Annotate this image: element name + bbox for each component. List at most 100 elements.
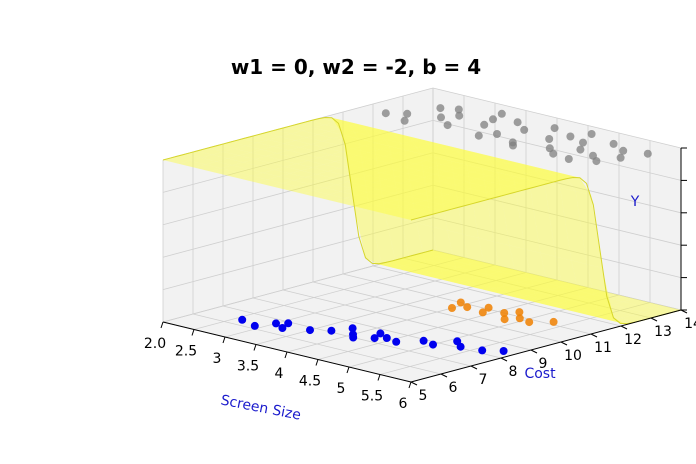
grid-z-back — [432, 217, 682, 278]
surface-patch — [209, 168, 237, 175]
surface-patch — [205, 161, 232, 169]
surface-patch — [412, 177, 439, 184]
surface-patch — [499, 169, 527, 177]
surface-patch — [301, 167, 328, 175]
surface-patch — [303, 151, 331, 158]
surface-patch — [417, 144, 445, 151]
surface-patch — [247, 166, 275, 173]
point-class-1 — [643, 149, 652, 158]
grid-x-floor — [348, 294, 620, 368]
surface-patch — [403, 262, 431, 270]
surface-patch — [375, 202, 403, 210]
surface-patch — [399, 157, 427, 164]
surface-patch — [498, 172, 525, 250]
surface-patch — [464, 155, 491, 163]
point-class-0 — [348, 324, 357, 333]
surface-patch — [468, 162, 496, 169]
surface-patch — [448, 152, 476, 159]
surface-patch — [423, 174, 451, 181]
point-class-1 — [474, 131, 483, 140]
surface-patch — [320, 178, 348, 185]
surface-patch — [447, 191, 475, 199]
surface-patch — [469, 284, 497, 291]
grid-z-left — [162, 217, 434, 290]
surface-patch — [502, 159, 529, 180]
projection-point — [515, 314, 524, 323]
point-class-1 — [489, 115, 497, 124]
surface-patch — [329, 128, 356, 136]
surface-patch — [438, 276, 466, 283]
surface-patch — [220, 165, 248, 172]
surface-patch — [347, 178, 375, 186]
grid-z-back — [432, 249, 682, 311]
surface-patch — [295, 137, 322, 145]
surface-patch — [569, 297, 597, 304]
surface-patch — [485, 288, 512, 294]
surface-patch — [375, 139, 403, 147]
surface-patch — [571, 260, 598, 314]
grid-y-floor — [402, 257, 652, 319]
surface-patch — [538, 289, 566, 297]
surface-patch — [367, 129, 394, 134]
surface-patch — [358, 175, 386, 183]
surface-patch — [554, 293, 581, 301]
grid-z-back — [432, 152, 682, 214]
surface-patch — [329, 191, 356, 199]
x-tick-mark — [408, 381, 412, 389]
surface-patch — [401, 180, 428, 187]
surface-patch — [468, 261, 495, 268]
point-class-0 — [306, 326, 314, 335]
surface-patch — [364, 142, 391, 150]
surface-patch — [506, 162, 534, 167]
grid-x-floor — [224, 264, 496, 338]
point-class-1 — [564, 155, 573, 163]
surface-patch — [526, 170, 553, 178]
surface-patch — [391, 206, 418, 214]
surface-patch — [503, 176, 531, 184]
surface-patch — [515, 173, 542, 181]
surface-patch — [423, 273, 450, 279]
surface-patch — [481, 281, 508, 289]
surface-patch — [336, 181, 363, 189]
surface-patch — [257, 139, 284, 147]
projection-point — [500, 309, 509, 317]
point-class-1 — [566, 132, 575, 141]
point-class-0 — [392, 337, 401, 346]
x-tick-mark — [284, 351, 288, 359]
surface-patch — [416, 184, 444, 191]
surface-patch — [305, 174, 332, 181]
surface-patch — [396, 173, 424, 181]
y-tick-label: 11 — [594, 340, 612, 356]
surface-patch — [402, 140, 429, 148]
axis-edges — [160, 147, 688, 389]
point-class-1 — [592, 157, 601, 166]
surface-patch — [450, 274, 477, 281]
surface-patch — [395, 150, 422, 157]
surface-patch — [344, 132, 372, 139]
surface-patch — [330, 151, 358, 159]
surface-patch — [405, 187, 432, 194]
point-class-0 — [429, 340, 437, 349]
surface-patch — [585, 301, 612, 308]
surface-patch — [430, 164, 458, 172]
surface-patch — [368, 149, 396, 157]
surface-patch — [324, 122, 352, 129]
y-tick-label: 13 — [654, 324, 672, 340]
surface-patch — [446, 168, 473, 175]
point-class-1 — [513, 118, 522, 127]
surface-patch — [378, 129, 405, 150]
surface-patch — [589, 307, 617, 315]
grid-x-floor — [317, 287, 589, 360]
projection-point — [500, 315, 509, 324]
surface-patch — [282, 180, 310, 187]
point-class-1 — [509, 141, 517, 150]
surface-patch — [382, 193, 410, 200]
surface-patch — [268, 136, 296, 144]
surface-patch — [548, 170, 576, 192]
surface-patch — [529, 180, 556, 257]
surface-patch — [258, 163, 286, 170]
surface-patch — [374, 142, 401, 220]
surface-patch — [513, 176, 541, 253]
point-class-1 — [576, 145, 585, 154]
